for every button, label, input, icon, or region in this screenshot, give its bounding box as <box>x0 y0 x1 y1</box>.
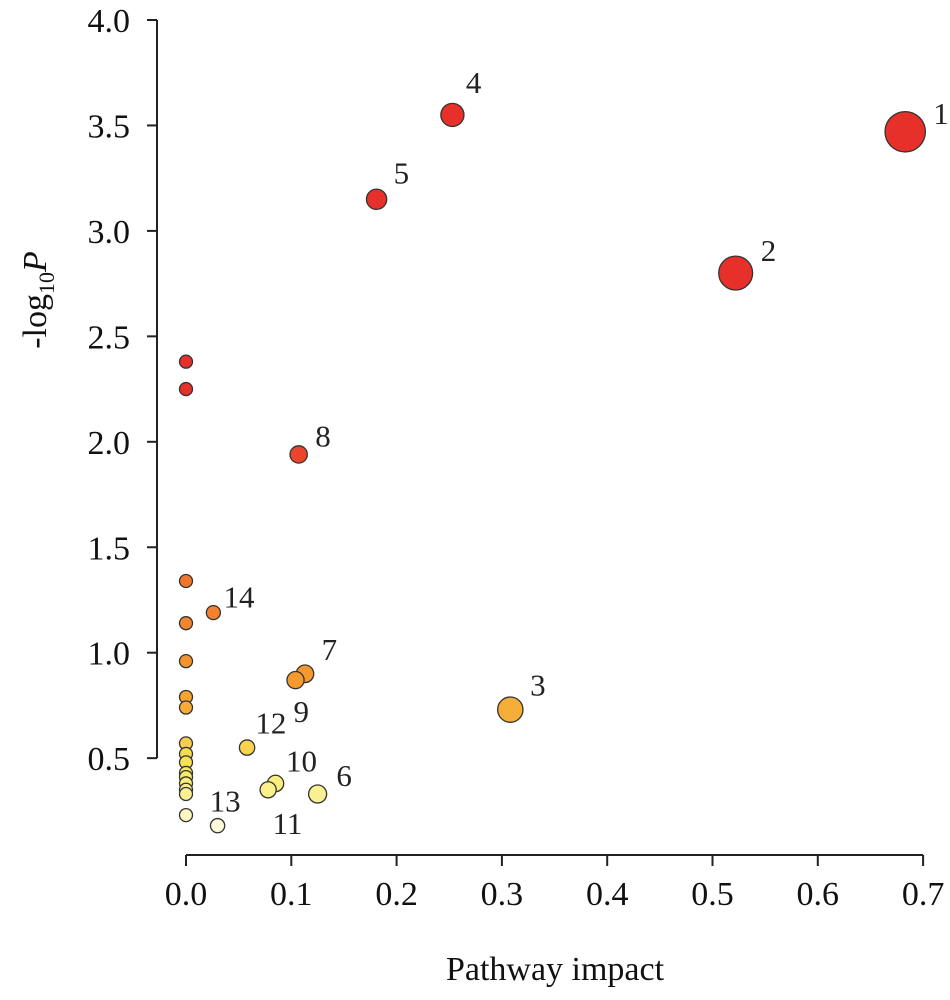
data-point-4 <box>440 102 465 128</box>
x-tick-label: 0.6 <box>797 876 840 913</box>
y-tick-label: 2.0 <box>88 425 131 462</box>
data-point <box>178 700 194 715</box>
y-tick-label: 1.5 <box>88 530 131 567</box>
x-tick-label: 0.5 <box>691 876 734 913</box>
point-label: 9 <box>294 694 310 729</box>
x-tick-label: 0.2 <box>375 876 418 913</box>
x-tick-label: 0.7 <box>902 876 945 913</box>
y-tick-label: 4.0 <box>88 3 131 40</box>
data-point-5 <box>365 188 388 211</box>
point-label: 11 <box>273 806 303 841</box>
y-tick-label: 2.5 <box>88 319 131 356</box>
x-tick-label: 0.3 <box>481 876 524 913</box>
y-axis-title-italic: P <box>17 251 54 273</box>
point-label: 5 <box>394 155 410 190</box>
point-label: 6 <box>336 758 352 793</box>
point-label: 10 <box>286 743 317 778</box>
point-label: 7 <box>322 632 338 667</box>
point-label: 2 <box>761 233 777 268</box>
y-tick-label: 1.0 <box>88 636 131 673</box>
data-point-11 <box>259 781 277 799</box>
data-point-1 <box>884 110 927 153</box>
point-label: 14 <box>223 580 255 615</box>
x-tick-label: 0.4 <box>586 876 629 913</box>
x-tick-label: 0.0 <box>165 876 208 913</box>
data-point-14 <box>205 604 222 621</box>
data-point-3 <box>497 696 524 723</box>
point-label: 13 <box>210 784 241 819</box>
y-axis-title: -log10P <box>17 251 59 349</box>
axes: 0.5 1.0 1.5 2.0 2.5 3.0 3.5 4.0 0.0 0.1 0.2 0.3 0.4 0… <box>88 3 945 913</box>
data-point <box>178 653 194 669</box>
y-tick-label: 0.5 <box>88 741 131 778</box>
y-axis-title-sub: 10 <box>34 272 59 294</box>
point-label: 3 <box>530 668 546 703</box>
point-label: 12 <box>255 706 286 741</box>
data-point-2 <box>718 255 754 291</box>
data-point-6 <box>307 784 328 804</box>
point-label: 4 <box>466 65 482 100</box>
data-point <box>178 616 194 631</box>
data-point-9 <box>286 670 305 690</box>
y-tick-label: 3.5 <box>88 108 131 145</box>
x-axis-title: Pathway impact <box>446 951 665 988</box>
point-label: 1 <box>933 96 949 131</box>
data-point-8 <box>289 445 308 464</box>
y-tick-label: 3.0 <box>88 214 131 251</box>
data-point <box>178 807 194 823</box>
data-point <box>178 786 194 802</box>
data-point <box>178 354 194 369</box>
point-label: 8 <box>315 418 331 453</box>
data-point <box>178 573 194 589</box>
data-point-13 <box>209 817 226 834</box>
x-tick-label: 0.1 <box>270 876 313 913</box>
data-point <box>178 381 194 397</box>
data-points <box>178 102 927 834</box>
data-point-12 <box>238 739 256 756</box>
y-axis-title-main: -log <box>17 294 54 349</box>
